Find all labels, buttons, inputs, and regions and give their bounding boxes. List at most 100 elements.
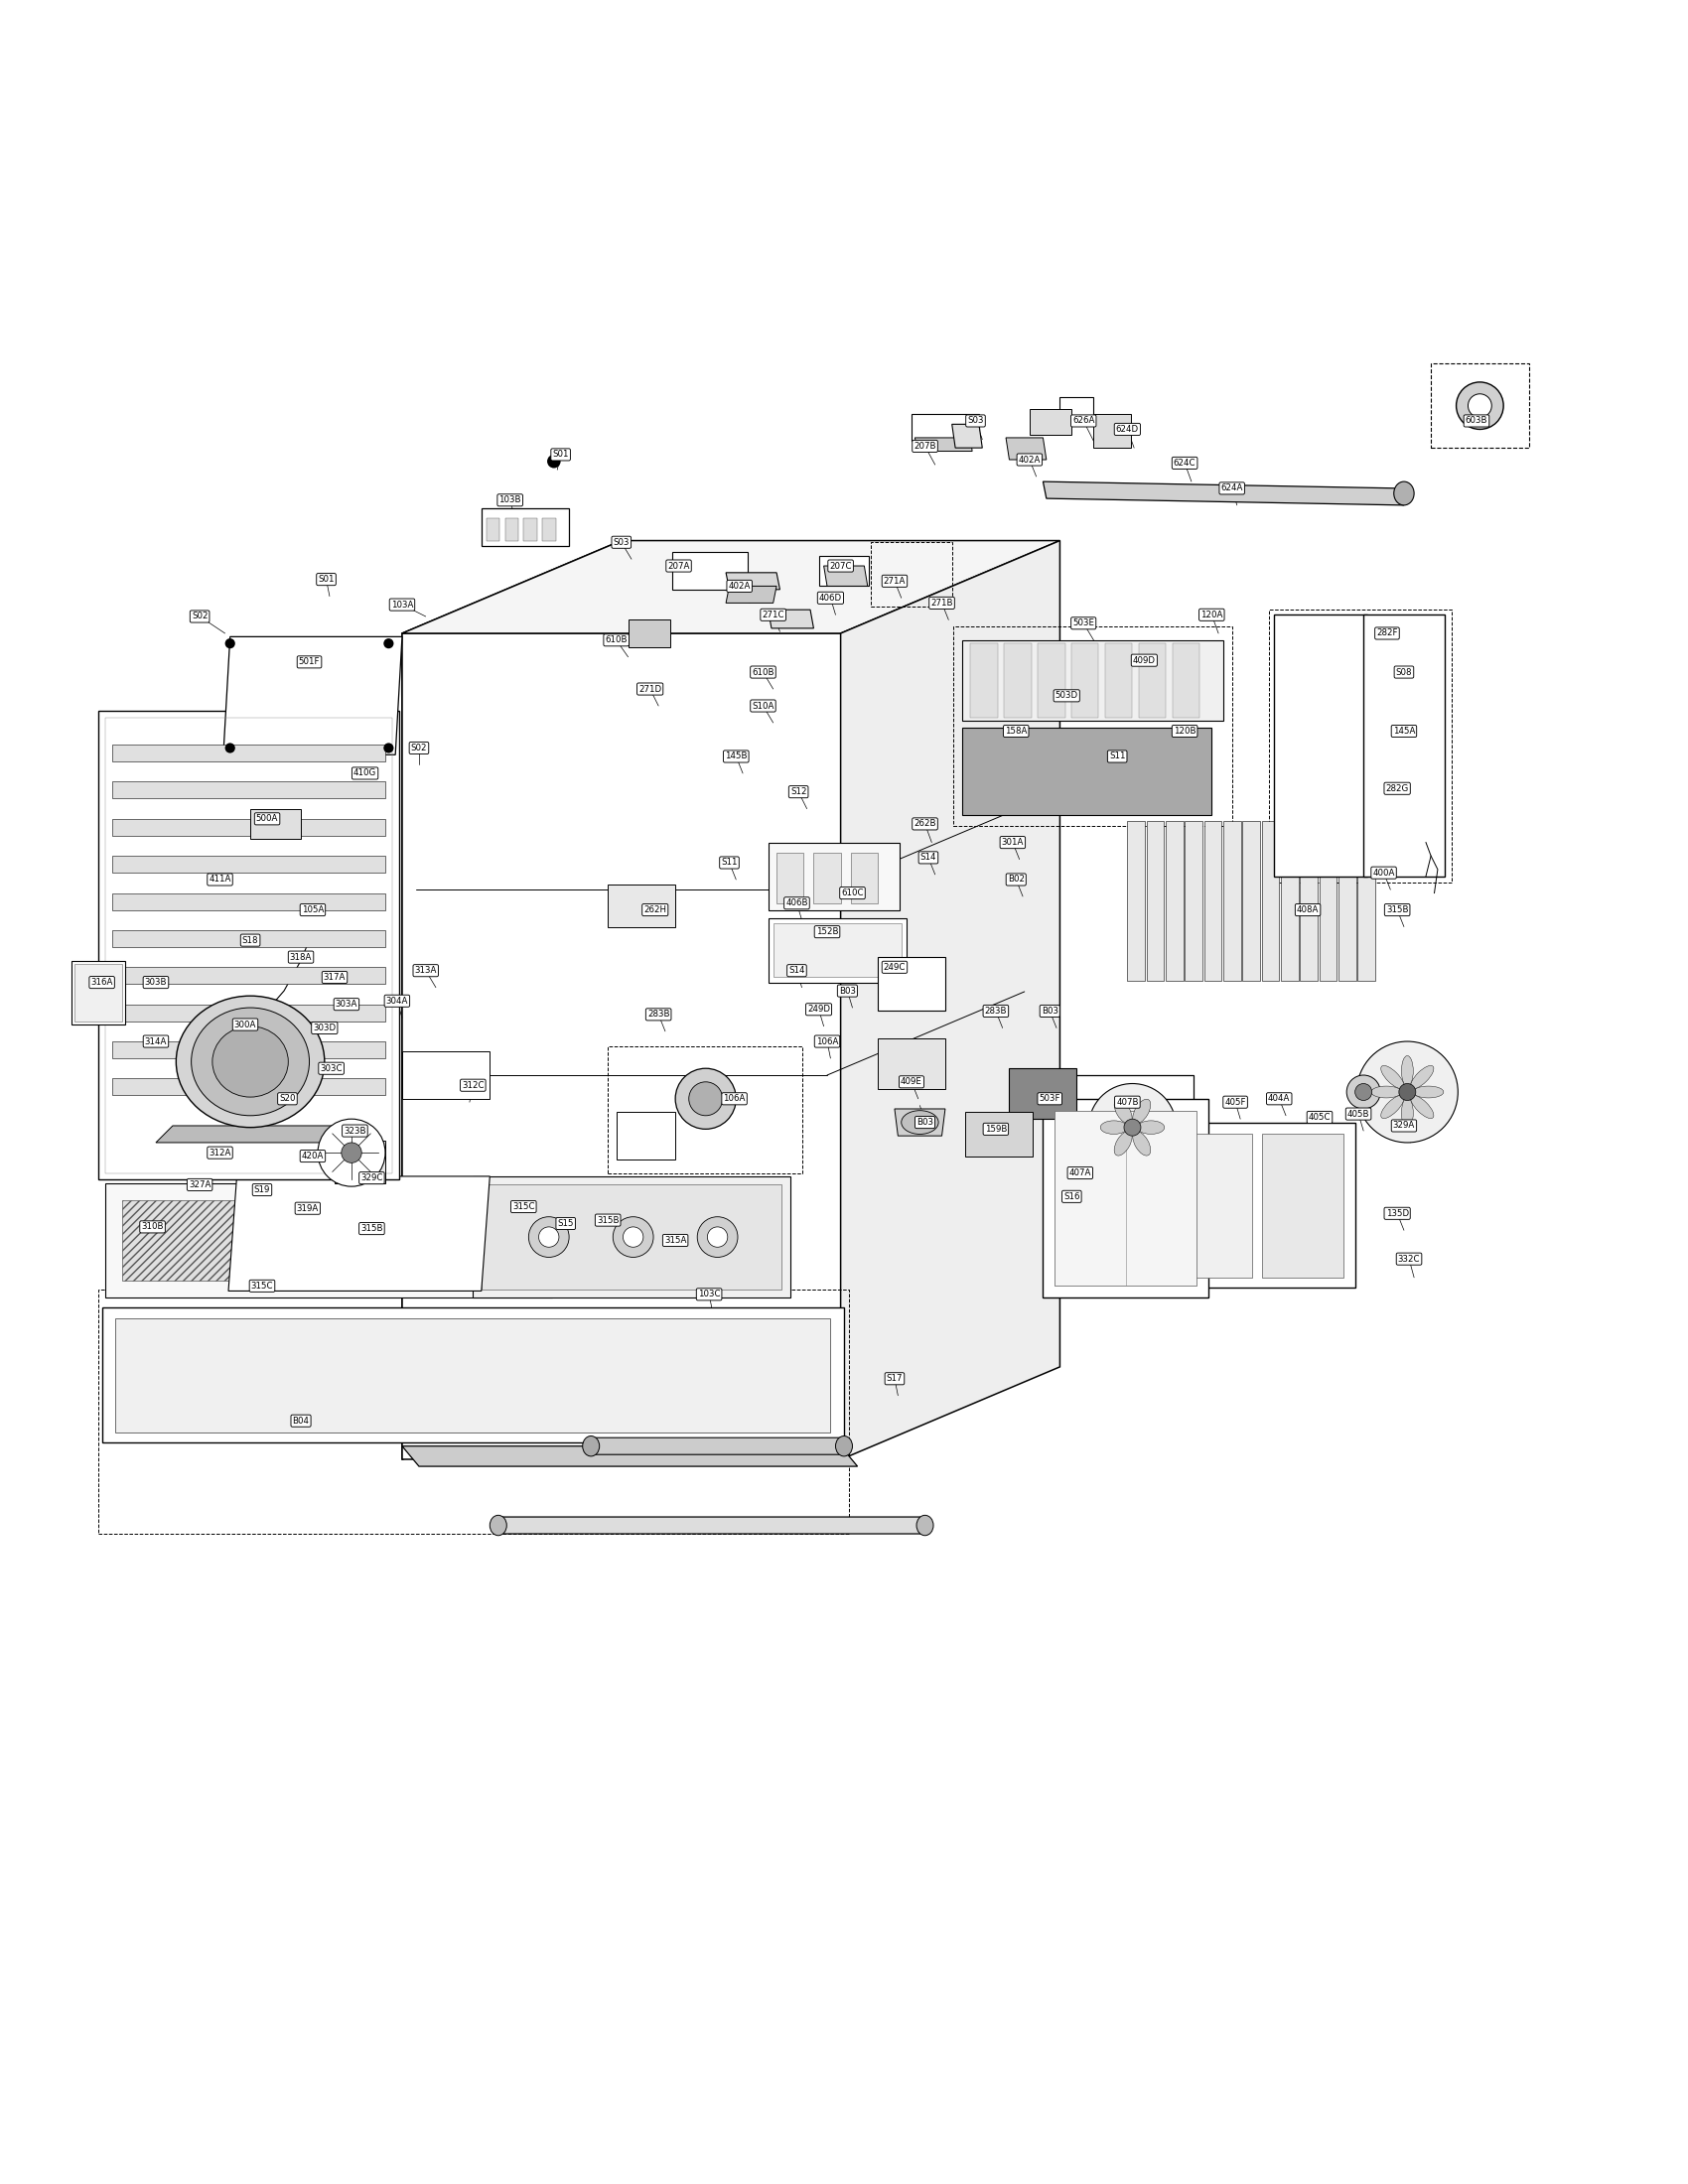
Bar	[971, 644, 998, 719]
Circle shape	[225, 638, 235, 649]
Text: 332C: 332C	[1398, 1254, 1420, 1262]
Bar	[954, 627, 1232, 826]
Text: 409E: 409E	[901, 1077, 922, 1085]
Circle shape	[547, 454, 560, 467]
Polygon shape	[111, 819, 385, 836]
Polygon shape	[111, 1042, 385, 1059]
Text: 503F: 503F	[1040, 1094, 1060, 1103]
Text: 610B: 610B	[604, 636, 628, 644]
Circle shape	[317, 1118, 385, 1186]
Text: 105A: 105A	[302, 906, 324, 915]
Text: S03: S03	[967, 417, 984, 426]
Text: 283B: 283B	[647, 1009, 670, 1020]
Text: B04: B04	[292, 1417, 309, 1426]
Bar	[608, 885, 675, 926]
Bar	[1173, 644, 1200, 719]
Bar	[486, 518, 500, 542]
Polygon shape	[111, 782, 385, 799]
Bar	[1320, 821, 1337, 981]
Bar	[402, 1051, 490, 1099]
Text: 207C: 207C	[829, 561, 852, 570]
Bar	[74, 963, 122, 1022]
Text: 409D: 409D	[1133, 655, 1156, 664]
Bar	[481, 1184, 782, 1289]
Ellipse shape	[490, 1516, 506, 1535]
Bar	[1043, 1099, 1209, 1297]
Circle shape	[1399, 1083, 1416, 1101]
Bar	[481, 509, 569, 546]
Ellipse shape	[1401, 1099, 1413, 1129]
Text: 271C: 271C	[761, 609, 785, 620]
Bar	[115, 1317, 830, 1433]
Polygon shape	[1094, 417, 1131, 448]
Ellipse shape	[1133, 1099, 1151, 1123]
Polygon shape	[155, 1125, 351, 1142]
Ellipse shape	[1411, 1096, 1433, 1118]
Bar	[1357, 821, 1376, 981]
Text: 420A: 420A	[302, 1151, 324, 1160]
Text: S02: S02	[410, 743, 427, 753]
Ellipse shape	[582, 1437, 599, 1457]
Circle shape	[528, 1216, 569, 1258]
Text: 315C: 315C	[513, 1201, 535, 1212]
Bar	[1106, 644, 1133, 719]
Text: 400A: 400A	[1372, 869, 1394, 878]
Text: 303D: 303D	[312, 1024, 336, 1033]
Text: 271B: 271B	[930, 598, 954, 607]
Ellipse shape	[1371, 1085, 1401, 1099]
Text: 271A: 271A	[883, 577, 906, 585]
Text: 610B: 610B	[751, 668, 775, 677]
Polygon shape	[111, 1079, 385, 1096]
Bar	[98, 1289, 849, 1533]
Bar	[334, 1140, 385, 1184]
Bar	[962, 727, 1212, 815]
Text: S11: S11	[1109, 751, 1126, 760]
Text: 407B: 407B	[1116, 1099, 1138, 1107]
Bar	[814, 852, 841, 904]
Text: 207A: 207A	[667, 561, 690, 570]
Text: 304A: 304A	[387, 996, 408, 1005]
Bar	[1060, 397, 1094, 417]
Text: S08: S08	[1396, 668, 1413, 677]
Text: 315B: 315B	[1386, 906, 1408, 915]
Bar	[878, 1037, 945, 1088]
Text: 145B: 145B	[724, 751, 748, 760]
Polygon shape	[824, 566, 868, 585]
Circle shape	[707, 1227, 728, 1247]
Text: 406D: 406D	[819, 594, 842, 603]
Ellipse shape	[1133, 1131, 1151, 1155]
Ellipse shape	[917, 1516, 933, 1535]
Bar	[505, 518, 518, 542]
Circle shape	[697, 1216, 738, 1258]
Text: 249D: 249D	[807, 1005, 830, 1013]
Text: 312C: 312C	[463, 1081, 484, 1090]
Bar	[1146, 821, 1165, 981]
Polygon shape	[1006, 437, 1047, 459]
Text: 624C: 624C	[1173, 459, 1195, 467]
Bar	[1269, 609, 1452, 882]
Text: 207B: 207B	[913, 441, 937, 450]
Text: 316A: 316A	[91, 978, 113, 987]
Text: S02: S02	[191, 612, 208, 620]
Polygon shape	[841, 542, 1060, 1459]
Text: 282G: 282G	[1386, 784, 1409, 793]
Bar	[1274, 614, 1367, 876]
Text: 408A: 408A	[1296, 906, 1318, 915]
Text: B03: B03	[917, 1118, 933, 1127]
Circle shape	[1469, 393, 1492, 417]
Text: 314A: 314A	[145, 1037, 167, 1046]
Ellipse shape	[1411, 1066, 1433, 1088]
Text: S12: S12	[790, 788, 807, 797]
Polygon shape	[111, 856, 385, 874]
Circle shape	[1357, 1042, 1458, 1142]
Polygon shape	[1043, 483, 1404, 505]
Bar	[250, 808, 300, 839]
Text: 317A: 317A	[324, 972, 346, 983]
Text: 300A: 300A	[235, 1020, 257, 1029]
Bar	[1300, 821, 1318, 981]
Polygon shape	[111, 893, 385, 911]
Circle shape	[1457, 382, 1504, 430]
Circle shape	[225, 743, 235, 753]
Text: 262B: 262B	[913, 819, 937, 828]
Polygon shape	[111, 968, 385, 985]
